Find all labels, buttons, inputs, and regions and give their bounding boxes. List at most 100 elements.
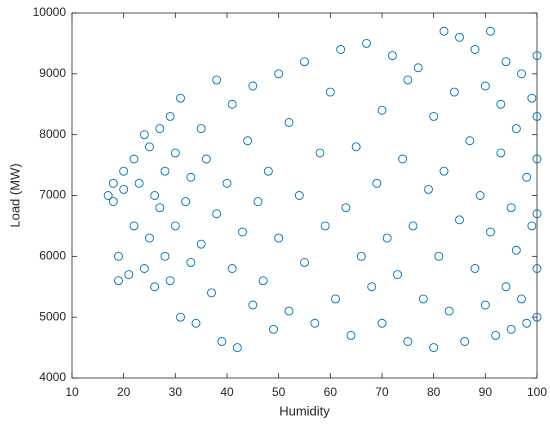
point — [139, 264, 149, 273]
point — [315, 148, 325, 158]
point — [496, 148, 506, 158]
point — [160, 166, 170, 176]
point — [165, 276, 175, 286]
point — [201, 154, 211, 164]
point — [300, 257, 309, 267]
point — [362, 38, 371, 48]
x-tick-label: 100 — [527, 385, 547, 399]
point — [460, 337, 470, 346]
point — [300, 57, 309, 67]
point — [527, 221, 537, 231]
point — [372, 178, 382, 188]
point — [191, 318, 201, 328]
point — [119, 166, 129, 176]
point — [155, 203, 165, 213]
point — [129, 154, 139, 164]
point — [217, 337, 227, 346]
x-tick-label: 20 — [117, 385, 131, 399]
x-tick-label: 80 — [427, 385, 441, 399]
point — [449, 87, 459, 97]
point — [331, 294, 340, 304]
point — [196, 239, 206, 249]
point — [150, 282, 160, 292]
point — [398, 154, 408, 164]
point — [258, 276, 268, 286]
point — [382, 233, 392, 243]
point — [186, 172, 196, 182]
y-tick-label: 6000 — [39, 249, 66, 263]
y-tick-label: 8000 — [39, 127, 66, 141]
axes-box — [71, 12, 538, 379]
point — [227, 264, 237, 273]
point — [294, 191, 304, 200]
point — [284, 118, 294, 127]
point — [403, 337, 413, 346]
point — [248, 300, 258, 310]
point — [532, 111, 542, 121]
point — [232, 343, 242, 353]
point — [522, 172, 532, 182]
point — [501, 282, 511, 292]
point — [486, 26, 495, 36]
point — [186, 257, 196, 267]
point — [480, 81, 490, 91]
point — [429, 111, 439, 121]
point — [269, 324, 278, 334]
point — [222, 178, 232, 188]
point — [196, 124, 206, 134]
x-axis-label: Humidity — [279, 403, 330, 418]
point — [134, 178, 144, 188]
point — [103, 191, 113, 200]
point — [145, 142, 154, 152]
point — [532, 209, 542, 219]
point — [176, 312, 185, 322]
point — [243, 136, 253, 146]
point — [129, 221, 139, 231]
point — [424, 184, 433, 194]
point — [532, 154, 542, 164]
point — [408, 221, 418, 231]
point — [176, 93, 185, 103]
point — [393, 270, 402, 280]
point — [403, 75, 413, 85]
point — [532, 51, 542, 61]
point — [253, 197, 263, 207]
point — [114, 276, 123, 286]
y-tick-label: 7000 — [39, 188, 66, 202]
point — [248, 81, 258, 91]
point — [227, 99, 237, 109]
point — [527, 93, 537, 103]
point — [139, 130, 149, 140]
point — [108, 197, 118, 207]
point — [418, 294, 428, 304]
x-tick-label: 30 — [169, 385, 183, 399]
point — [522, 318, 532, 328]
point — [455, 32, 464, 42]
point — [310, 318, 320, 328]
point — [263, 166, 273, 176]
point — [124, 270, 134, 280]
point — [429, 343, 439, 353]
point — [170, 148, 180, 158]
point — [511, 124, 521, 134]
point — [439, 166, 449, 176]
point — [506, 203, 516, 213]
point — [320, 221, 330, 231]
y-tick-label: 5000 — [39, 309, 66, 323]
point — [517, 69, 526, 79]
point — [325, 87, 335, 97]
point — [532, 312, 542, 322]
y-axis-label: Load (MW) — [7, 163, 22, 227]
point — [284, 306, 294, 316]
point — [465, 136, 475, 146]
point — [108, 178, 118, 188]
y-tick-label: 10000 — [33, 5, 67, 19]
point — [480, 300, 490, 310]
point — [532, 264, 542, 273]
x-tick-label: 60 — [324, 385, 338, 399]
point — [486, 227, 495, 237]
point — [506, 324, 516, 334]
point — [439, 26, 449, 36]
point — [475, 191, 485, 200]
